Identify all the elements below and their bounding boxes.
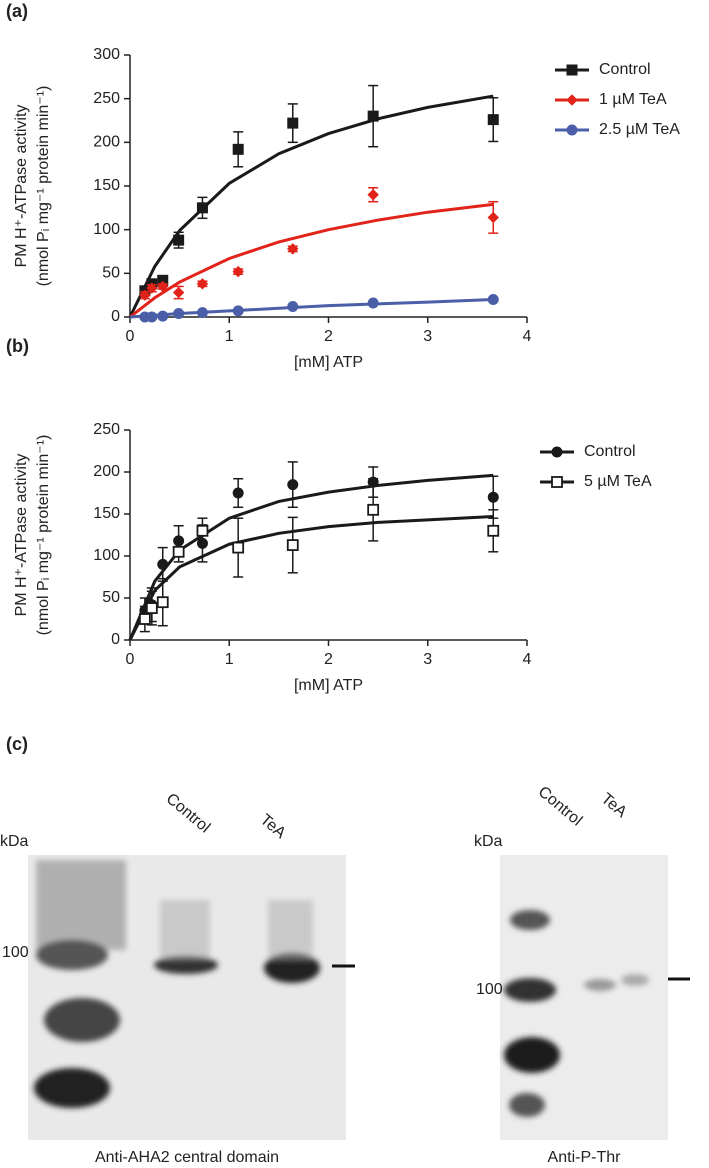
kda-label: kDa (0, 833, 29, 850)
marker (367, 189, 379, 201)
x-tick-label: 4 (523, 328, 532, 345)
panel-label: (b) (6, 336, 29, 356)
x-tick-label: 3 (423, 651, 432, 668)
marker (157, 558, 169, 570)
panel-label: (c) (6, 734, 28, 754)
bands (504, 910, 649, 1117)
marker (287, 243, 299, 255)
marker (487, 524, 500, 537)
blot-caption: Anti-AHA2 central domain (95, 1149, 279, 1166)
marker (551, 446, 563, 458)
x-axis-label: [mM] ATP (294, 677, 363, 694)
y-tick-label: 200 (93, 463, 120, 480)
marker (172, 286, 185, 299)
y-tick-label: 100 (93, 547, 120, 564)
marker (287, 479, 299, 491)
marker (367, 110, 379, 122)
marker (196, 524, 209, 537)
fit-curve (129, 202, 494, 319)
panel-label: (a) (6, 1, 28, 21)
marker (566, 124, 578, 136)
legend-label: 1 µM TeA (599, 91, 667, 108)
legend-label: 2.5 µM TeA (599, 121, 680, 138)
x-tick-label: 1 (225, 651, 234, 668)
x-tick-label: 2 (324, 651, 333, 668)
marker (146, 282, 158, 294)
legend-label: Control (584, 443, 636, 460)
marker (287, 301, 299, 313)
x-tick-label: 3 (423, 328, 432, 345)
bands (34, 860, 320, 1108)
marker (367, 297, 379, 309)
marker (232, 265, 244, 278)
blot-caption: Anti-P-Thr (548, 1149, 622, 1166)
y-tick-label: 150 (93, 505, 120, 522)
marker-label: 100 (2, 944, 29, 961)
marker (172, 545, 185, 558)
y-tick-label: 250 (93, 90, 120, 107)
x-tick-label: 0 (126, 328, 135, 345)
lane-label: Control (163, 790, 213, 836)
y-tick-label: 0 (111, 631, 120, 648)
marker (551, 476, 563, 488)
marker (173, 308, 185, 320)
marker (487, 114, 499, 126)
marker (173, 234, 185, 246)
y-axis-label: PM H⁺-ATPase activity (13, 105, 30, 268)
marker (157, 310, 169, 322)
marker (156, 596, 169, 609)
y-tick-label: 0 (111, 308, 120, 325)
marker (232, 305, 244, 317)
fit-curve (129, 298, 494, 319)
y-tick-label: 150 (93, 177, 120, 194)
marker (196, 307, 208, 319)
y-tick-label: 250 (93, 421, 120, 438)
marker (157, 280, 169, 293)
x-tick-label: 2 (324, 328, 333, 345)
marker (145, 602, 158, 614)
marker (146, 311, 158, 323)
marker (232, 541, 245, 554)
marker (286, 539, 299, 551)
lane-label: TeA (257, 811, 289, 842)
y-tick-label: 100 (93, 221, 120, 238)
y-tick-label: 300 (93, 46, 120, 63)
x-tick-label: 0 (126, 651, 135, 668)
lane-label: Control (535, 783, 585, 829)
y-tick-label: 50 (102, 589, 120, 606)
marker (367, 503, 380, 516)
fit-curve (128, 94, 494, 318)
marker (287, 117, 299, 129)
legend-label: 5 µM TeA (584, 473, 652, 490)
y-tick-label: 200 (93, 134, 120, 151)
marker (566, 64, 578, 76)
y-axis-label: (nmol Pᵢ mg⁻¹ protein min⁻¹) (35, 86, 52, 287)
kda-label: kDa (474, 833, 503, 850)
marker (196, 202, 208, 214)
marker (232, 143, 244, 155)
x-tick-label: 1 (225, 328, 234, 345)
marker (566, 94, 578, 106)
y-tick-label: 50 (102, 265, 120, 282)
y-axis-label: (nmol Pᵢ mg⁻¹ protein min⁻¹) (35, 435, 52, 636)
marker-label: 100 (476, 981, 503, 998)
marker (196, 278, 209, 290)
x-axis-label: [mM] ATP (294, 354, 363, 371)
marker (487, 294, 499, 306)
marker (487, 211, 499, 224)
marker (138, 613, 151, 625)
lane-label: TeA (598, 790, 630, 821)
fit-curve (128, 515, 494, 641)
marker (232, 487, 244, 499)
x-tick-label: 4 (523, 651, 532, 668)
y-axis-label: PM H⁺-ATPase activity (13, 454, 30, 617)
marker (487, 491, 499, 503)
legend-label: Control (599, 61, 651, 78)
marker (139, 289, 151, 301)
